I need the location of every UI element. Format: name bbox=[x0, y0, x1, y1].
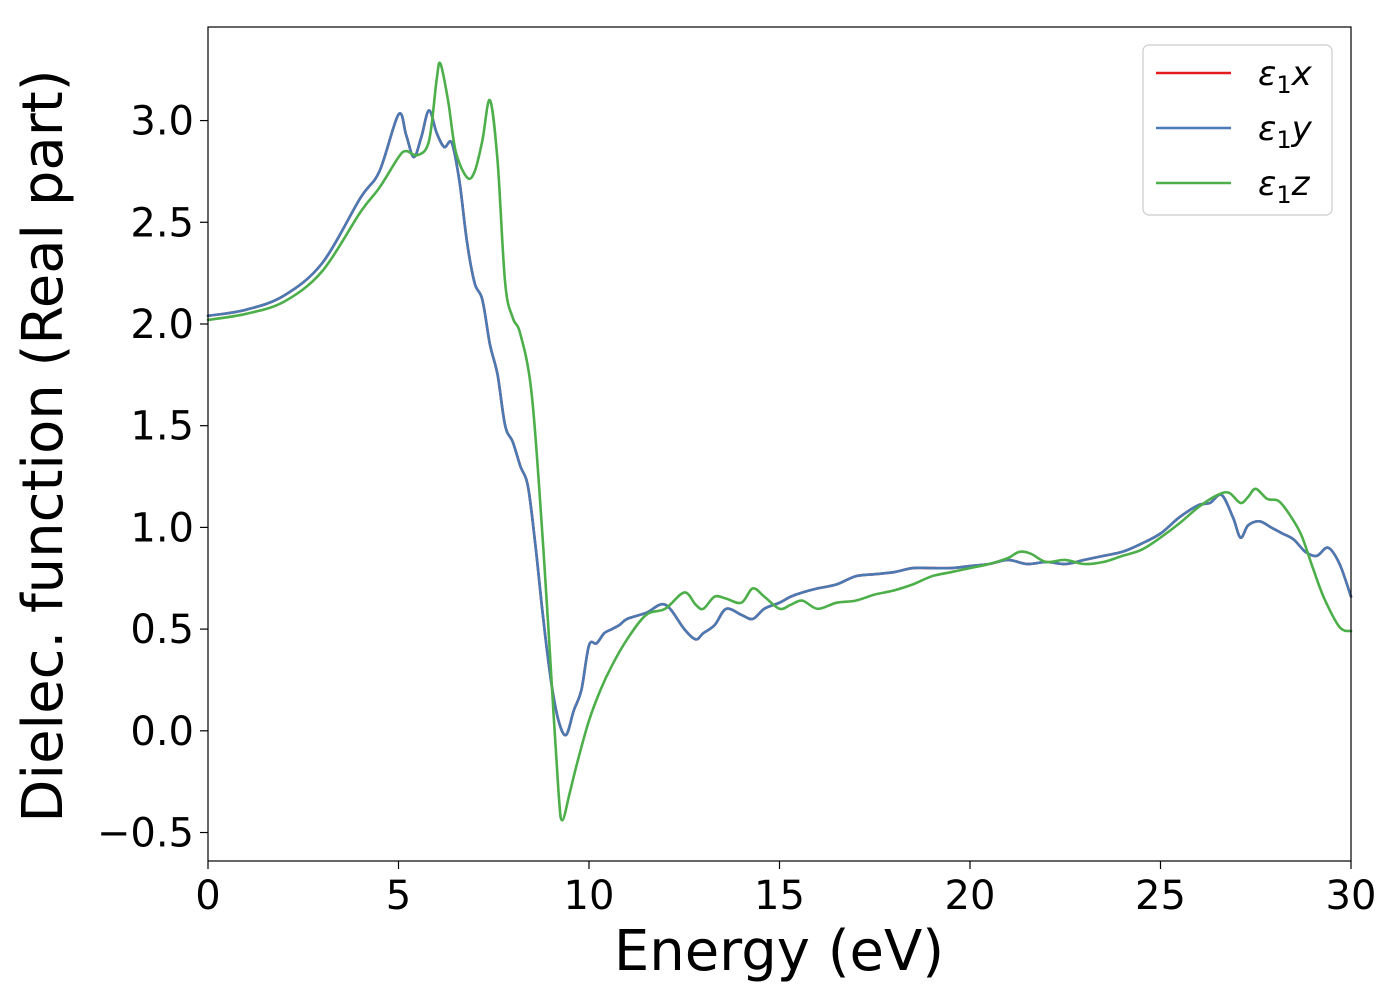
x-axis-title: Energy (eV) bbox=[614, 919, 944, 984]
series-line-y bbox=[206, 109, 1353, 737]
x-tick-label: 20 bbox=[945, 873, 996, 919]
y-axis-title: Dielec. function (Real part) bbox=[11, 69, 76, 822]
plot-lines bbox=[206, 61, 1353, 822]
y-tick-label: 1.5 bbox=[130, 404, 194, 450]
x-tick-label: 30 bbox=[1326, 873, 1377, 919]
y-tick-label: 2.5 bbox=[130, 200, 194, 246]
y-tick-label: 1.0 bbox=[130, 505, 194, 551]
x-axis: 0 5 10 15 20 25 30 bbox=[195, 861, 1376, 919]
y-tick-label: 3.0 bbox=[130, 99, 194, 145]
legend: ε1x ε1y ε1z bbox=[1142, 44, 1333, 216]
x-tick-label: 0 bbox=[195, 873, 220, 919]
x-tick-label: 25 bbox=[1135, 873, 1186, 919]
legend-box bbox=[1142, 44, 1333, 216]
y-tick-label: −0.5 bbox=[97, 811, 194, 857]
y-axis: −0.5 0.0 0.5 1.0 1.5 2.0 2.5 3.0 bbox=[97, 99, 208, 857]
y-tick-label: 2.0 bbox=[130, 302, 194, 348]
legend-label-x: ε1x bbox=[1258, 54, 1313, 99]
x-tick-label: 15 bbox=[754, 873, 805, 919]
y-tick-label: 0.5 bbox=[130, 607, 194, 653]
x-tick-label: 5 bbox=[386, 873, 411, 919]
series-line-z bbox=[206, 61, 1353, 822]
x-tick-label: 10 bbox=[564, 873, 615, 919]
legend-label-z: ε1z bbox=[1258, 164, 1311, 209]
y-tick-label: 0.0 bbox=[130, 709, 194, 755]
legend-label-y: ε1y bbox=[1258, 109, 1313, 154]
